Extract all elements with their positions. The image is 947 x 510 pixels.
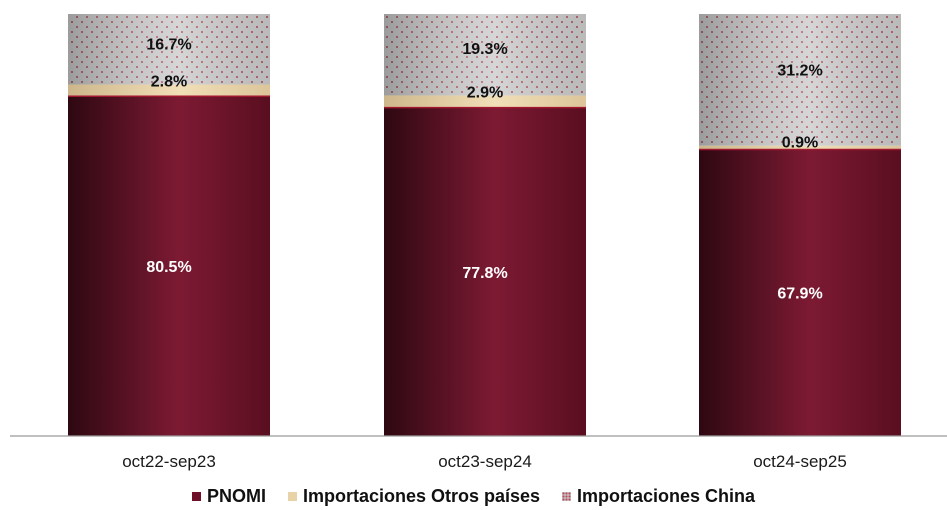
legend-item-pnomi: PNOMI	[191, 485, 266, 507]
data-label-china-1: 16.7%	[146, 37, 191, 54]
legend-item-otros: Importaciones Otros países	[287, 485, 541, 507]
legend-swatch-china	[562, 491, 572, 501]
stacked-bar-chart: 80.5% 2.8% 16.7% 77.8% 2.9% 19.3% 67.9% 0.9% 31.…	[10, 14, 947, 471]
bar-otros-2	[384, 95, 586, 108]
bars-group: 80.5% 2.8% 16.7% 77.8% 2.9% 19.3% 67.9% 0.9% 31.…	[68, 14, 901, 437]
bar-china-shade-1	[68, 14, 270, 85]
bar-china-shade-2	[384, 14, 586, 96]
legend-label-china: Importaciones China	[577, 485, 756, 506]
bar-china-shade-3	[699, 14, 901, 146]
bar-otros-3	[699, 145, 901, 150]
bar-pnomi-1	[68, 96, 270, 436]
data-label-pnomi-3: 67.9%	[777, 286, 822, 303]
data-label-pnomi-2: 77.8%	[462, 265, 507, 282]
data-label-otros-1: 2.8%	[151, 73, 187, 90]
legend-swatch-pnomi	[191, 491, 201, 501]
legend-label-otros: Importaciones Otros países	[302, 485, 541, 506]
legend: PNOMI Importaciones Otros países Importa…	[0, 484, 947, 508]
legend-swatch-otros	[287, 491, 297, 501]
category-label-3: oct24-sep25	[753, 452, 847, 471]
bar-otros-1	[68, 84, 270, 97]
legend-label-pnomi: PNOMI	[206, 485, 266, 506]
category-labels: oct22-sep23 oct23-sep24 oct24-sep25	[122, 452, 847, 471]
bar-pnomi-2	[384, 107, 586, 437]
bar-pnomi-3	[699, 149, 901, 436]
data-label-china-2: 19.3%	[462, 41, 507, 58]
legend-item-china: Importaciones China	[562, 486, 755, 507]
category-label-2: oct23-sep24	[438, 452, 532, 471]
data-label-pnomi-1: 80.5%	[146, 259, 191, 276]
data-label-otros-3: 0.9%	[782, 135, 818, 152]
data-label-otros-2: 2.9%	[467, 84, 503, 101]
data-label-china-3: 31.2%	[777, 62, 822, 79]
category-label-1: oct22-sep23	[122, 452, 216, 471]
